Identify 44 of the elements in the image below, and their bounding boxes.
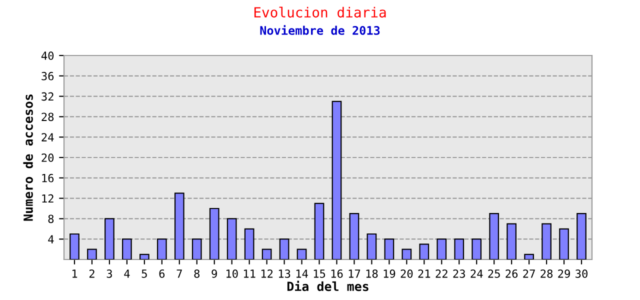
x-tick-label: 17 <box>348 270 360 278</box>
chart-subtitle: Noviembre de 2013 <box>260 25 380 35</box>
x-tick-label: 20 <box>400 269 413 278</box>
x-tick-label: 4 <box>124 270 130 278</box>
x-tick-label: 1 <box>72 270 78 278</box>
x-tick-label: 7 <box>176 270 182 278</box>
x-tick-label: 16 <box>331 269 343 278</box>
x-tick-label: 27 <box>523 269 535 278</box>
y-tick-label: 28 <box>42 112 54 122</box>
y-tick-label: 24 <box>42 133 54 142</box>
x-tick-label: 30 <box>576 269 588 278</box>
x-tick-label: 14 <box>296 270 308 278</box>
y-tick-label: 12 <box>42 194 54 203</box>
y-tick-label: 4 <box>48 235 54 244</box>
x-tick-label: 19 <box>384 269 396 278</box>
chart-title: Evolucion diaria <box>254 6 386 18</box>
x-tick-label: 29 <box>558 269 570 278</box>
x-tick-label: 13 <box>278 269 290 278</box>
y-tick-label: 36 <box>42 72 54 80</box>
y-tick-label: 16 <box>42 174 54 182</box>
y-tick-label: 32 <box>42 92 54 101</box>
y-axis-title: Numero de accesos <box>23 94 33 221</box>
x-tick-label: 24 <box>470 269 483 278</box>
x-tick-label: 15 <box>314 270 326 278</box>
y-tick-label: 8 <box>48 214 54 224</box>
x-tick-label: 2 <box>89 269 94 278</box>
x-tick-label: 10 <box>226 269 238 278</box>
x-tick-label: 5 <box>142 270 147 278</box>
x-tick-label: 11 <box>244 270 256 278</box>
x-tick-label: 26 <box>506 269 518 278</box>
x-tick-label: 8 <box>194 269 200 278</box>
x-tick-label: 28 <box>540 269 553 278</box>
x-tick-label: 9 <box>212 269 217 278</box>
x-tick-label: 6 <box>159 269 165 278</box>
x-tick-label: 22 <box>436 269 448 278</box>
y-tick-label: 20 <box>42 154 54 162</box>
x-tick-label: 18 <box>366 269 378 278</box>
x-tick-label: 3 <box>106 269 112 278</box>
y-tick-label: 40 <box>41 52 54 60</box>
x-tick-label: 23 <box>453 269 465 278</box>
x-tick-label: 12 <box>261 269 273 278</box>
x-tick-label: 25 <box>488 269 500 278</box>
x-axis-title: Dia del mes <box>287 280 368 292</box>
x-tick-label: 21 <box>418 269 430 278</box>
